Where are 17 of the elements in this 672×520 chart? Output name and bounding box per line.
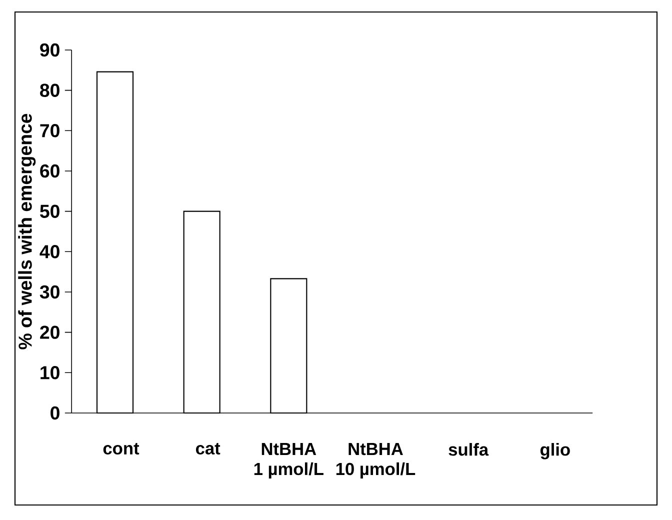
y-tick-label: 10 [40,366,60,380]
y-tick-label: 90 [40,43,60,57]
x-tick-label: cat [196,443,220,455]
y-tick-label: 0 [50,406,60,420]
y-tick-label: 70 [40,124,60,138]
y-tick-label: 60 [40,164,60,178]
y-tick-label: 30 [40,285,60,299]
y-tick-label: 40 [40,245,60,258]
y-tick-label: 50 [40,204,60,218]
x-tick-label: NtBHA 1 µmol/L [254,443,324,479]
x-tick-label: sulfa [448,443,489,456]
x-tick-label: NtBHA 10 µmol/L [336,443,416,479]
x-tick-label: cont [103,443,140,455]
x-tick-label: glio [540,443,570,460]
y-tick-label: 80 [40,84,60,97]
y-tick-label: 20 [40,326,60,339]
y-axis-title: % of wells with emergence [18,114,36,350]
